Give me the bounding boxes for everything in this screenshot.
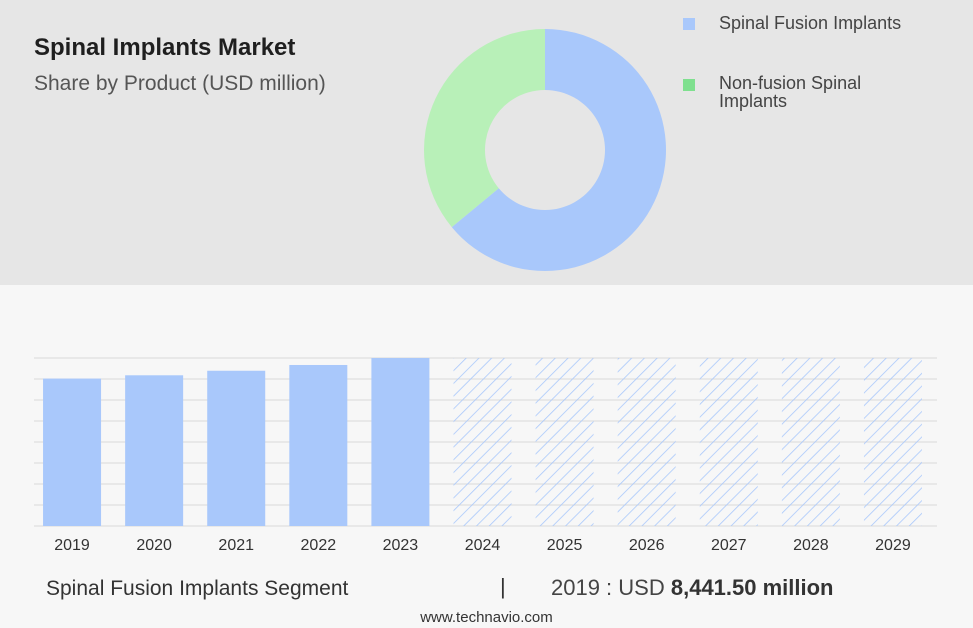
tick-label-2024: 2024 [465, 537, 501, 554]
chart-subtitle: Share by Product (USD million) [34, 72, 326, 95]
footer-segment-label: Spinal Fusion Implants Segment [46, 577, 349, 600]
tick-label-2022: 2022 [301, 537, 337, 554]
bar-2027 [699, 358, 758, 526]
tick-label-2023: 2023 [383, 537, 419, 554]
footer-year-prefix: 2019 : USD [551, 575, 665, 600]
top-panel: Spinal Implants Market Share by Product … [0, 0, 973, 285]
tick-label-2027: 2027 [711, 537, 747, 554]
bar-chart: 2019 2020 2021 2022 2023 2024 2025 2026 2027 2028… [34, 357, 937, 554]
source-link[interactable]: www.technavio.com [420, 609, 553, 626]
footer-divider: | [500, 574, 506, 599]
bar-2026 [617, 358, 676, 526]
bar-2022 [289, 364, 348, 526]
donut-slice-nonfusion [424, 29, 545, 228]
tick-label-2028: 2028 [793, 537, 829, 554]
tick-label-2021: 2021 [218, 537, 254, 554]
bar-2025 [535, 358, 594, 526]
tick-label-2019: 2019 [54, 537, 90, 554]
bar-2023 [371, 358, 430, 526]
bar-2019 [43, 378, 102, 526]
donut-chart [424, 29, 666, 271]
donut-slice-fusion [451, 29, 666, 271]
footer-amount: 8,441.50 million [670, 575, 834, 600]
bar-2020 [125, 375, 184, 526]
footer-value: 2019 : USD 8,441.50 million [551, 575, 834, 601]
legend-label-nonfusion: Non-fusion Spinal Implants [719, 73, 862, 111]
bar-2024 [453, 358, 512, 526]
bar-2021 [207, 370, 266, 526]
tick-label-2020: 2020 [136, 537, 172, 554]
legend-swatch-fusion [683, 18, 695, 30]
bar-2028 [781, 358, 840, 526]
legend-swatch-nonfusion [683, 79, 695, 91]
legend-label-fusion: Spinal Fusion Implants [719, 13, 902, 33]
tick-label-2029: 2029 [875, 537, 911, 554]
bar-2029 [863, 358, 922, 526]
chart-title: Spinal Implants Market [34, 34, 296, 61]
tick-label-2025: 2025 [547, 537, 583, 554]
tick-label-2026: 2026 [629, 537, 665, 554]
